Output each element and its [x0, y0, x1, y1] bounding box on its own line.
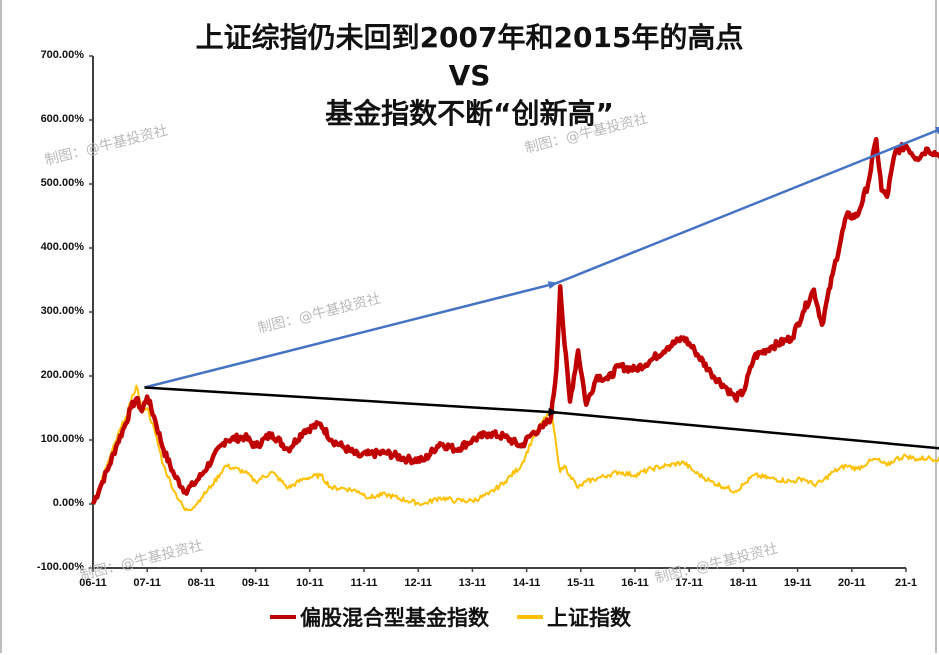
x-tick-label: 06-11	[79, 577, 107, 589]
x-tick-label: 15-11	[567, 577, 595, 589]
x-tick-label: 18-11	[729, 577, 758, 589]
series-shanghai-index-line	[92, 384, 939, 512]
chart-title-line-1: 上证综指仍未回到2007年和2015年的高点	[195, 21, 744, 54]
legend-label: 上证指数	[547, 606, 631, 630]
black-trend-arrow	[556, 411, 939, 450]
x-tick-label: 09-11	[241, 577, 270, 589]
y-tick-label: -100.00%	[36, 561, 84, 573]
y-tick-label: 400.00%	[40, 241, 84, 253]
y-tick-label: 500.00%	[40, 177, 84, 189]
black-trend-arrow	[144, 386, 559, 416]
trend-arrows	[144, 126, 939, 450]
blue-trend-arrow	[144, 281, 559, 389]
x-tick-label: 21-1	[894, 577, 918, 589]
x-tick-label: 11-11	[350, 577, 378, 589]
x-tick-label: 07-11	[133, 577, 161, 589]
x-tick-label: 14-11	[512, 577, 541, 589]
x-tick-label: 10-11	[296, 577, 324, 589]
x-tick-label: 19-11	[783, 577, 812, 589]
x-tick-label: 12-11	[404, 577, 432, 589]
x-tick-label: 20-11	[838, 577, 866, 589]
y-tick-label: 600.00%	[40, 113, 84, 125]
y-tick-label: 100.00%	[40, 433, 84, 445]
x-tick-label: 16-11	[621, 577, 649, 589]
legend-swatch-yellow	[517, 615, 543, 619]
chart-title-line-2: VS	[448, 59, 491, 92]
y-tick-label: 700.00%	[40, 49, 84, 61]
legend: 偏股混合型基金指数 上证指数	[270, 602, 659, 632]
x-tick-label: 17-11	[675, 577, 703, 589]
legend-label: 偏股混合型基金指数	[300, 606, 489, 630]
series-fund-index-line	[90, 136, 939, 505]
legend-swatch-red	[270, 615, 296, 619]
legend-item-shanghai-index: 上证指数	[517, 602, 631, 632]
y-tick-label: 0.00%	[52, 497, 84, 509]
series-lines	[90, 136, 939, 512]
blue-trend-arrow	[555, 126, 939, 285]
x-tick-label: 08-11	[187, 577, 216, 589]
chart-title-line-3: 基金指数不断“创新高”	[325, 97, 614, 130]
x-tick-label: 13-11	[458, 577, 487, 589]
legend-item-fund-index: 偏股混合型基金指数	[270, 602, 489, 632]
axes	[89, 55, 907, 572]
y-tick-label: 300.00%	[40, 305, 84, 317]
y-tick-label: 200.00%	[40, 369, 84, 381]
